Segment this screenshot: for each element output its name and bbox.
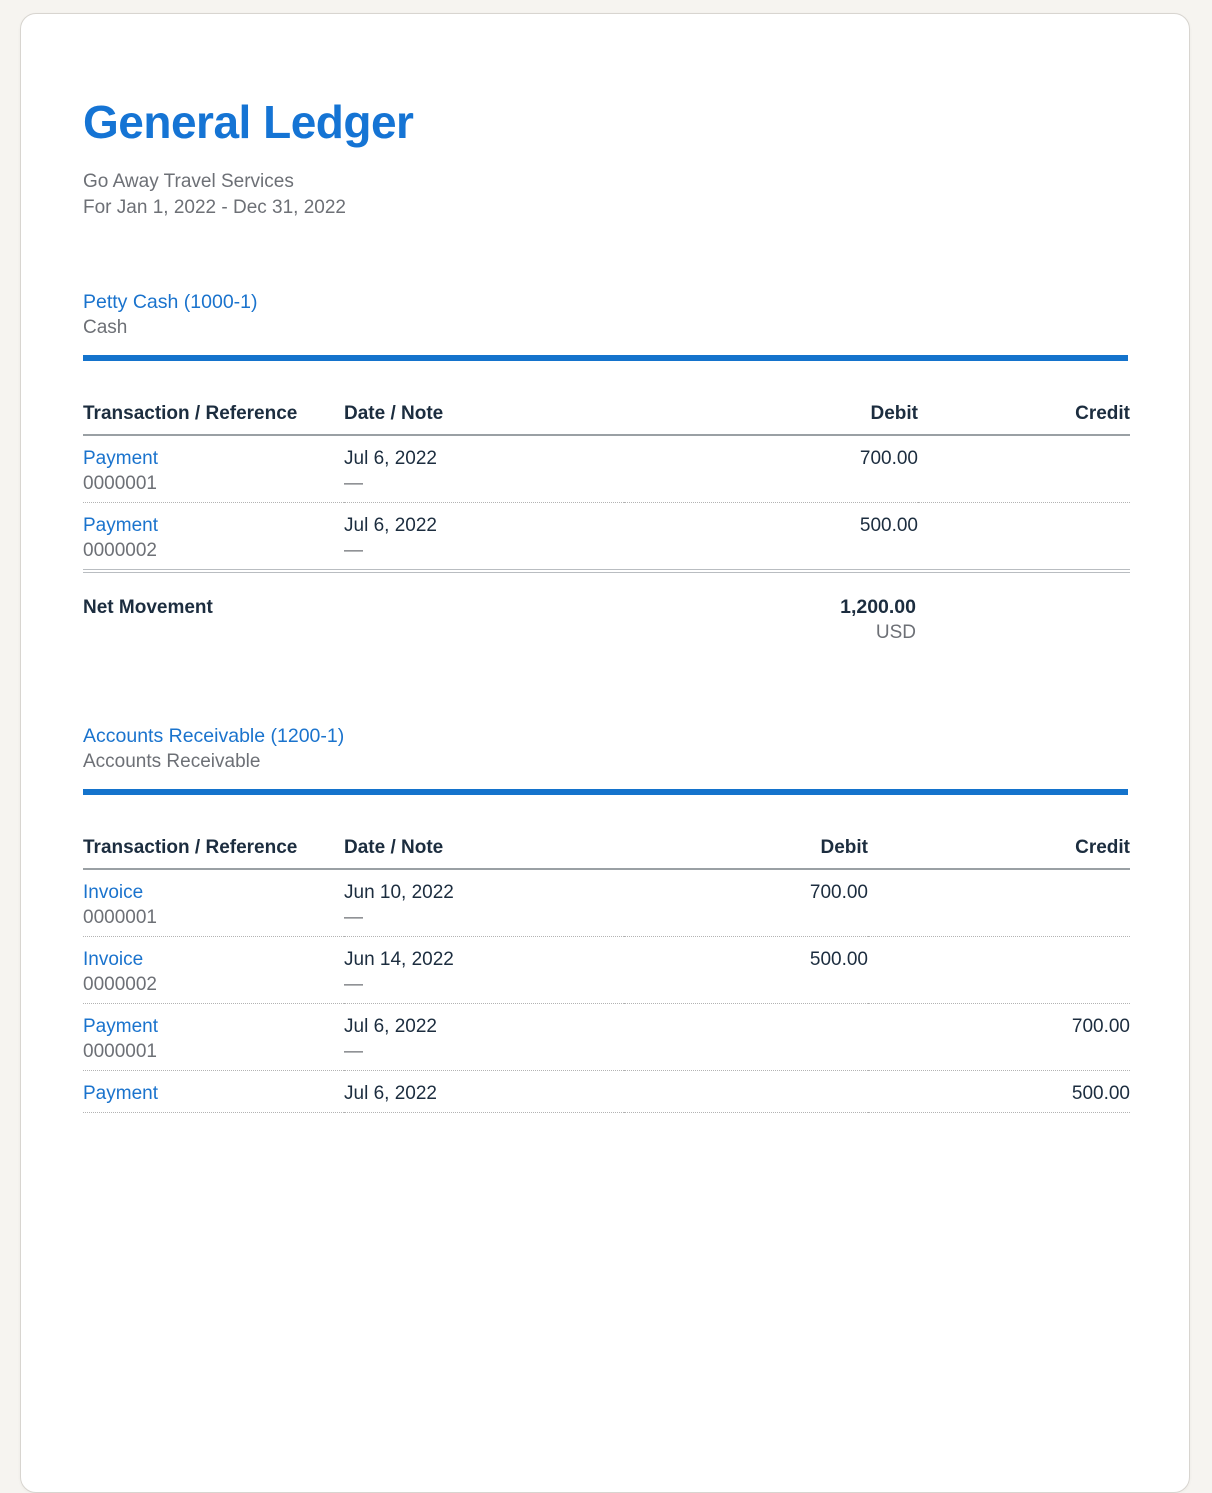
credit-amount bbox=[868, 936, 1130, 1004]
transaction-date: Jul 6, 2022 bbox=[344, 1016, 437, 1037]
report-card: General Ledger Go Away Travel Services F… bbox=[20, 13, 1190, 1493]
transaction-date: Jun 10, 2022 bbox=[344, 882, 454, 903]
transaction-date: Jul 6, 2022 bbox=[344, 515, 437, 536]
transaction-note: — bbox=[344, 540, 363, 561]
col-header-debit: Debit bbox=[624, 795, 868, 870]
debit-amount: 500.00 bbox=[624, 502, 918, 573]
credit-amount: 500.00 bbox=[868, 1070, 1130, 1113]
table-row: Payment 0000002 Jul 6, 2022 — 500.00 bbox=[83, 502, 1130, 573]
transaction-note: — bbox=[344, 907, 363, 928]
page-title: General Ledger bbox=[83, 96, 414, 148]
transaction-date: Jul 6, 2022 bbox=[344, 1083, 437, 1104]
transaction-reference: 0000001 bbox=[83, 473, 157, 494]
account-link-petty-cash[interactable]: Petty Cash (1000-1) bbox=[83, 291, 258, 313]
col-header-date: Date / Note bbox=[344, 795, 624, 870]
ledger-table-accounts-receivable: Transaction / Reference Date / Note Debi… bbox=[83, 795, 1130, 1113]
col-header-transaction: Transaction / Reference bbox=[83, 361, 344, 436]
transaction-note: — bbox=[344, 1041, 363, 1062]
transaction-link[interactable]: Payment bbox=[83, 1016, 158, 1037]
transaction-reference: 0000002 bbox=[83, 540, 157, 561]
transaction-date: Jun 14, 2022 bbox=[344, 949, 454, 970]
account-type: Cash bbox=[83, 317, 128, 338]
ledger-table-petty-cash: Transaction / Reference Date / Note Debi… bbox=[83, 361, 1130, 573]
table-row: Payment 0000001 Jul 6, 2022 — 700.00 bbox=[83, 435, 1130, 503]
credit-amount bbox=[918, 502, 1130, 573]
table-row: Invoice 0000002 Jun 14, 2022 — 500.00 bbox=[83, 936, 1130, 1004]
transaction-link[interactable]: Invoice bbox=[83, 949, 144, 970]
debit-amount: 500.00 bbox=[624, 936, 868, 1004]
account-section-accounts-receivable: Accounts Receivable (1200-1) Accounts Re… bbox=[83, 723, 1130, 1113]
net-movement-amount: 1,200.00 bbox=[840, 596, 916, 618]
report-subtitle: Go Away Travel Services For Jan 1, 2022 … bbox=[83, 169, 1128, 221]
transaction-link[interactable]: Payment bbox=[83, 515, 158, 536]
table-row: Invoice 0000001 Jun 10, 2022 — 700.00 bbox=[83, 869, 1130, 937]
account-type: Accounts Receivable bbox=[83, 751, 261, 772]
section-divider bbox=[83, 789, 1128, 795]
net-movement-amounts: 1,200.00 USD bbox=[840, 595, 916, 645]
col-header-credit: Credit bbox=[868, 795, 1130, 870]
transaction-link[interactable]: Invoice bbox=[83, 882, 144, 903]
net-movement-row: Net Movement 1,200.00 USD bbox=[83, 573, 1128, 645]
debit-amount: 700.00 bbox=[624, 869, 868, 937]
col-header-date: Date / Note bbox=[344, 361, 624, 436]
net-movement-currency: USD bbox=[875, 622, 916, 643]
transaction-note: — bbox=[344, 974, 363, 995]
credit-amount bbox=[868, 869, 1130, 937]
transaction-note: — bbox=[344, 473, 363, 494]
company-name: Go Away Travel Services bbox=[83, 171, 294, 192]
table-header-row: Transaction / Reference Date / Note Debi… bbox=[83, 795, 1130, 870]
transaction-link[interactable]: Payment bbox=[83, 448, 158, 469]
table-row: Payment 0000001 Jul 6, 2022 — 700.00 bbox=[83, 1003, 1130, 1071]
debit-amount bbox=[624, 1003, 868, 1071]
account-link-accounts-receivable[interactable]: Accounts Receivable (1200-1) bbox=[83, 725, 345, 747]
transaction-date: Jul 6, 2022 bbox=[344, 448, 437, 469]
debit-amount bbox=[624, 1070, 868, 1113]
debit-amount: 700.00 bbox=[624, 435, 918, 503]
transaction-reference: 0000001 bbox=[83, 1041, 157, 1062]
transaction-reference: 0000002 bbox=[83, 974, 157, 995]
net-movement-label: Net Movement bbox=[83, 597, 213, 618]
transaction-reference: 0000001 bbox=[83, 907, 157, 928]
account-section-petty-cash: Petty Cash (1000-1) Cash Transaction / R… bbox=[83, 289, 1130, 645]
report-period: For Jan 1, 2022 - Dec 31, 2022 bbox=[83, 197, 346, 218]
col-header-debit: Debit bbox=[624, 361, 918, 436]
table-row: Payment Jul 6, 2022 500.00 bbox=[83, 1070, 1130, 1113]
transaction-link[interactable]: Payment bbox=[83, 1083, 158, 1104]
table-header-row: Transaction / Reference Date / Note Debi… bbox=[83, 361, 1130, 436]
section-divider bbox=[83, 355, 1128, 361]
credit-amount bbox=[918, 435, 1130, 503]
col-header-transaction: Transaction / Reference bbox=[83, 795, 344, 870]
col-header-credit: Credit bbox=[918, 361, 1130, 436]
credit-amount: 700.00 bbox=[868, 1003, 1130, 1071]
